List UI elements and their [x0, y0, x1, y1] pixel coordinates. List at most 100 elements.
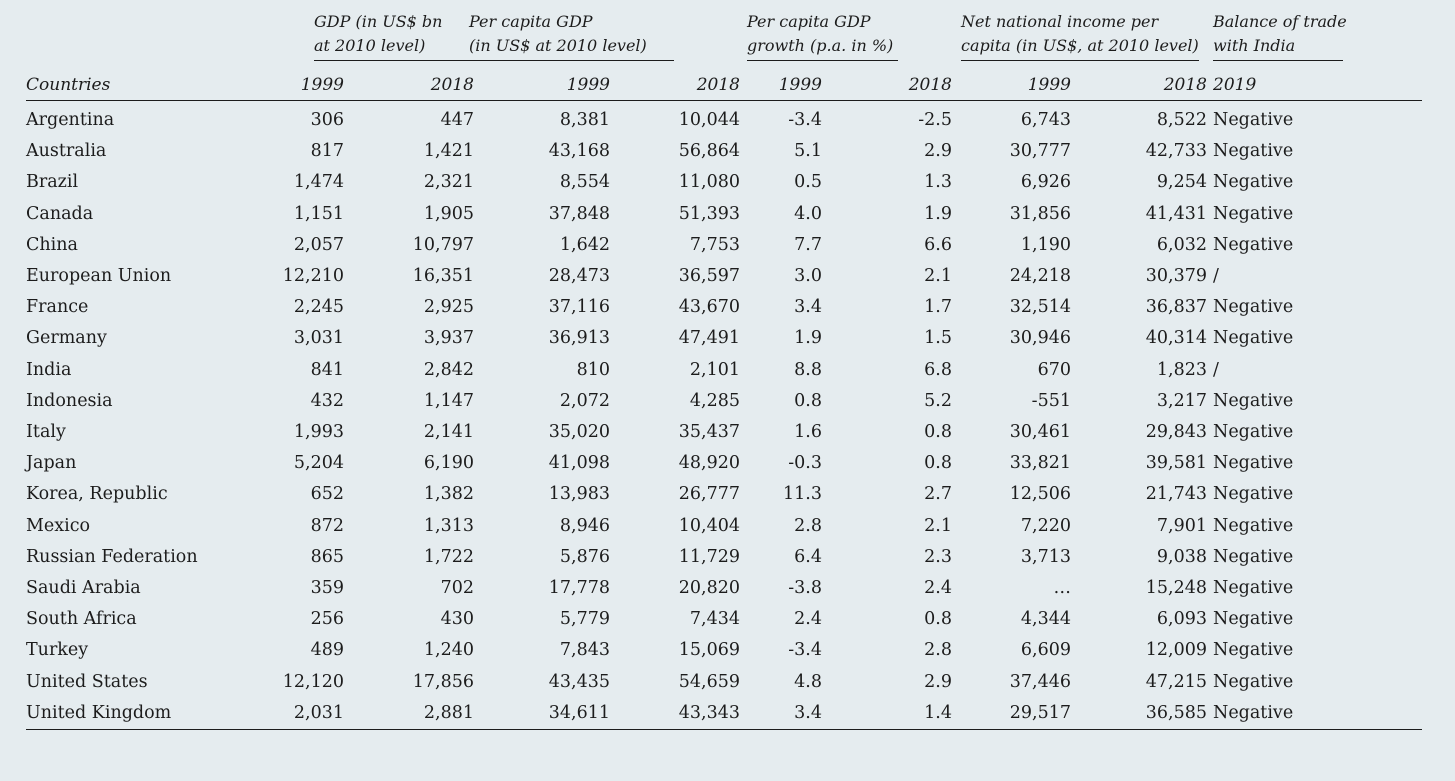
value-cell: 11.3: [783, 484, 822, 505]
group-pcgdp-line2: (in US$ at 2010 level): [469, 34, 674, 61]
value-cell: 36,597: [678, 266, 740, 287]
value-cell: 41,431: [1145, 203, 1207, 224]
value-cell: 32,514: [1009, 297, 1071, 318]
trade-balance-cell: /: [1213, 266, 1219, 287]
value-cell: -3.4: [788, 110, 822, 130]
value-cell: 43,435: [548, 671, 610, 692]
value-cell: 359: [310, 578, 344, 599]
value-cell: …: [1053, 578, 1072, 599]
value-cell: 48,920: [678, 453, 740, 474]
value-cell: 3.4: [740, 697, 822, 731]
country-cell: Turkey: [26, 640, 89, 661]
group-header-gdp: GDP (in US$ bn at 2010 level): [314, 10, 474, 63]
value-cell: 17,856: [412, 671, 474, 692]
trade-balance-cell: Negative: [1213, 609, 1294, 630]
value-cell: 1,313: [423, 515, 474, 536]
value-cell: 6.8: [924, 359, 952, 380]
value-cell: 1.3: [924, 172, 952, 193]
table-row: Argentina 306 447 8,381 10,044 -3.4 -2.5 6,743 8…: [26, 101, 1422, 137]
countries-header: Countries: [26, 63, 268, 101]
value-cell: 21,743: [1145, 484, 1207, 505]
value-cell: 2,101: [689, 359, 740, 380]
table-row: United States 12,120 17,856 43,435 54,659 4.8…: [26, 667, 1422, 698]
value-cell: 37,116: [548, 297, 610, 318]
year-header: 1999: [952, 63, 1071, 101]
table-row: South Africa 256 430 5,779 7,434 2.4 0.8 4,344 6…: [26, 604, 1422, 635]
country-economics-table: GDP (in US$ bn at 2010 level) Per capita…: [26, 10, 1422, 731]
value-cell: 2,031: [268, 697, 344, 731]
value-cell: 39,581: [1145, 453, 1207, 474]
value-cell: 2,842: [423, 359, 474, 380]
country-cell: France: [26, 297, 89, 318]
trade-balance-cell: Negative: [1213, 390, 1294, 411]
group-trade-line1: Balance of trade: [1213, 12, 1347, 31]
value-cell: -3.8: [788, 578, 822, 599]
value-cell: 1.6: [794, 422, 822, 443]
value-cell: 30,461: [1009, 422, 1071, 443]
table-row: China 2,057 10,797 1,642 7,753 7.7 6.6 1,190 6,0…: [26, 230, 1422, 261]
table-row: Japan 5,204 6,190 41,098 48,920 -0.3 0.8 33,821…: [26, 448, 1422, 479]
trade-balance-cell: Negative: [1213, 110, 1294, 130]
value-cell: 11,729: [678, 546, 740, 567]
country-cell: Saudi Arabia: [26, 578, 141, 599]
group-trade-line2: with India: [1213, 34, 1343, 61]
value-cell: 7,753: [689, 234, 740, 255]
value-cell: 35,437: [678, 422, 740, 443]
table-row: Korea, Republic 652 1,382 13,983 26,777 11.3 2…: [26, 479, 1422, 510]
value-cell: 36,913: [548, 328, 610, 349]
group-growth-line2: growth (p.a. in %): [747, 34, 898, 61]
value-cell: 35,020: [548, 422, 610, 443]
value-cell: 3,031: [293, 328, 344, 349]
value-cell: 1,151: [293, 203, 344, 224]
value-cell: 1,993: [293, 422, 344, 443]
country-cell: Italy: [26, 422, 66, 443]
value-cell: 6.6: [924, 234, 952, 255]
value-cell: 0.8: [924, 609, 952, 630]
value-cell: 5.1: [794, 141, 822, 162]
value-cell: 5.2: [924, 390, 952, 411]
trade-balance-cell: Negative: [1213, 172, 1294, 193]
value-cell: 2,925: [423, 297, 474, 318]
trade-balance-cell: Negative: [1213, 484, 1294, 505]
value-cell: 817: [310, 141, 344, 162]
group-income-line2: capita (in US$, at 2010 level): [961, 34, 1199, 61]
value-cell: 36,837: [1145, 297, 1207, 318]
value-cell: 7.7: [794, 234, 822, 255]
value-cell: 56,864: [678, 141, 740, 162]
value-cell: 2,072: [559, 390, 610, 411]
value-cell: 8,554: [559, 172, 610, 193]
table-row: Turkey 489 1,240 7,843 15,069 -3.4 2.8 6,609 12,…: [26, 635, 1422, 666]
group-header-net-income: Net national income per capita (in US$, …: [952, 10, 1207, 63]
table-row: Italy 1,993 2,141 35,020 35,437 1.6 0.8 30,461 2…: [26, 417, 1422, 448]
value-cell: 1.5: [924, 328, 952, 349]
trade-balance-cell: Negative: [1213, 671, 1294, 692]
value-cell: 6.4: [794, 546, 822, 567]
value-cell: 1,421: [423, 141, 474, 162]
value-cell: 13,983: [548, 484, 610, 505]
value-cell: 2.1: [924, 515, 952, 536]
table-body: Argentina 306 447 8,381 10,044 -3.4 -2.5 6,743 8…: [26, 101, 1422, 731]
value-cell: 1.7: [924, 297, 952, 318]
value-cell: 34,611: [474, 697, 610, 731]
value-cell: 8,381: [559, 110, 610, 130]
year-header: 2018: [1071, 63, 1207, 101]
trade-balance-cell: Negative: [1213, 578, 1294, 599]
table-row: Mexico 872 1,313 8,946 10,404 2.8 2.1 7,220 7,90…: [26, 511, 1422, 542]
value-cell: 6,609: [1020, 640, 1071, 661]
spacer-cell: [26, 10, 268, 63]
value-cell: 841: [310, 359, 344, 380]
year-header: 1999: [740, 63, 822, 101]
group-header-row: GDP (in US$ bn at 2010 level) Per capita…: [26, 10, 1422, 63]
table-row: United Kingdom 2,031 2,881 34,611 43,343 3.4 1…: [26, 697, 1422, 731]
value-cell: 2,881: [344, 697, 474, 731]
value-cell: 30,379: [1145, 266, 1207, 287]
year-header: 2018: [822, 63, 952, 101]
value-cell: 810: [576, 359, 610, 380]
value-cell: 10,797: [412, 234, 474, 255]
value-cell: 6,093: [1156, 609, 1207, 630]
group-income-line1: Net national income per: [961, 12, 1159, 31]
value-cell: 5,876: [559, 546, 610, 567]
value-cell: 2,245: [293, 297, 344, 318]
value-cell: 652: [310, 484, 344, 505]
table-row: Brazil 1,474 2,321 8,554 11,080 0.5 1.3 6,926 9,…: [26, 167, 1422, 198]
